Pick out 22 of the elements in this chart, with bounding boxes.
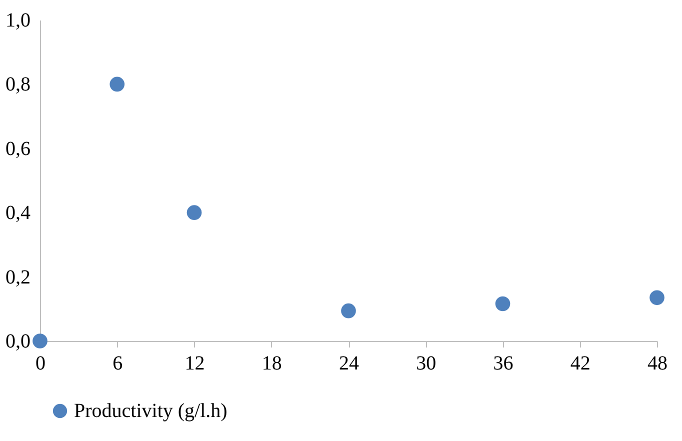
point	[110, 76, 125, 92]
y-tick-label: 0,4	[6, 202, 30, 224]
y-tick-label: 0,6	[6, 138, 30, 160]
x-tick-label: 18	[262, 352, 282, 374]
x-tick-label: 24	[339, 352, 359, 374]
x-tick-label: 42	[570, 352, 590, 374]
x-tick-label: 36	[493, 352, 514, 374]
point	[32, 334, 48, 348]
x-tick-label: 12	[184, 352, 205, 374]
x-tick-label: 6	[112, 352, 123, 374]
y-tick-label: 1,0	[6, 10, 30, 32]
x-tick-label: 48	[648, 352, 668, 374]
legend-label: Productivity (g/l.h)	[74, 400, 228, 422]
point	[341, 303, 356, 318]
x-tick-label: 30	[416, 352, 436, 374]
point	[650, 290, 664, 306]
point	[186, 205, 202, 220]
y-tick-label: 0,8	[6, 74, 30, 96]
point	[495, 296, 510, 312]
y-tick-label: 0,0	[6, 330, 30, 352]
y-tick-label: 0,2	[6, 266, 30, 288]
x-tick-label: 0	[36, 352, 46, 374]
